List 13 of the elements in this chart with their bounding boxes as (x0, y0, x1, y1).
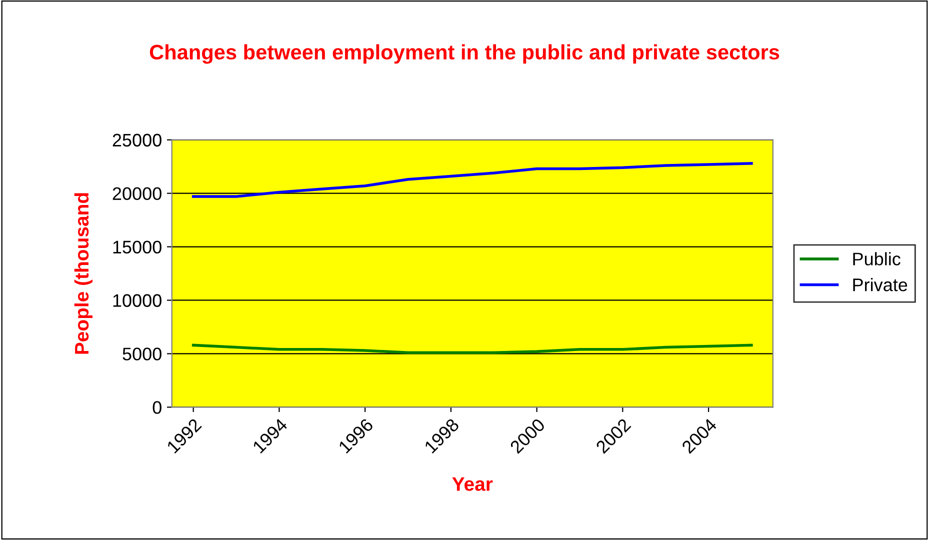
line-series (192, 344, 753, 354)
y-tick-label: 0 (152, 401, 162, 414)
legend-label: Private (853, 278, 908, 292)
legend-label: Public (853, 252, 900, 266)
line-series (192, 162, 753, 198)
y-tick-label: 25000 (112, 134, 162, 147)
x-axis-title: Year (452, 477, 493, 491)
y-tick-label: 5000 (122, 348, 162, 360)
y-tick-label: 20000 (112, 187, 162, 200)
y-tick-label: 15000 (113, 240, 162, 254)
y-tick-label: 10000 (113, 294, 162, 307)
y-axis-title: People (thousand (74, 193, 92, 354)
chart-title: Changes between employment in the public and private sectors (150, 44, 780, 64)
